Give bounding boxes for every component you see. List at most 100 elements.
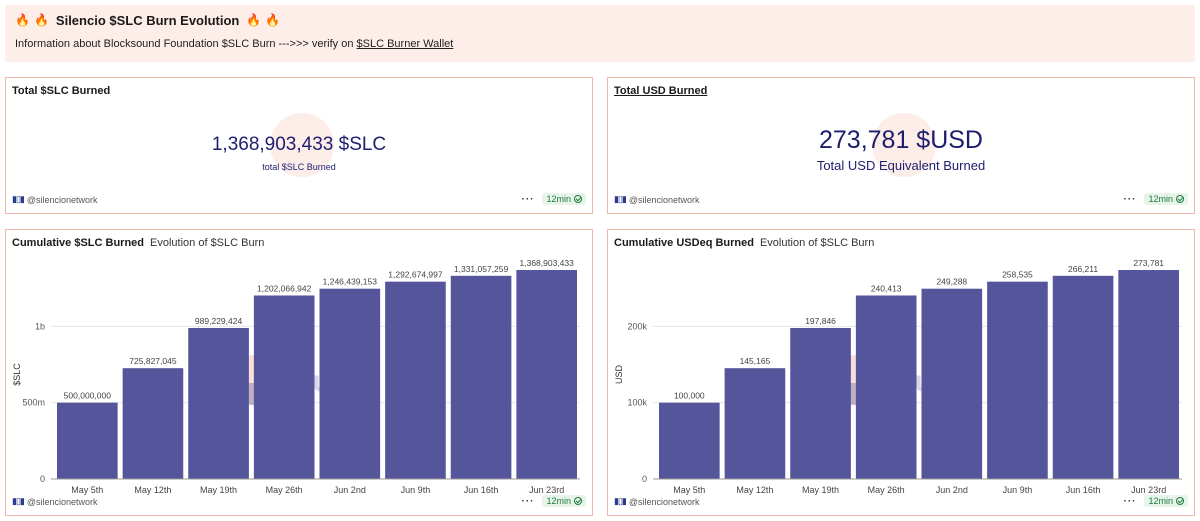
bar — [253, 295, 315, 479]
bar-value-label: 1,292,674,997 — [388, 270, 443, 280]
dune-logo-icon: ▮▯▮ — [12, 496, 25, 506]
dune-logo-icon: ▮▯▮ — [12, 194, 25, 204]
x-tick-label: May 5th — [71, 485, 103, 495]
x-tick-label: Jun 9th — [1003, 485, 1033, 495]
panel-footer: ▮▯▮ @silencionetwork ··· 12min — [614, 193, 1188, 207]
x-tick-label: May 5th — [673, 485, 705, 495]
more-options-icon[interactable]: ··· — [521, 193, 535, 205]
dashboard-header: 🔥 🔥 Silencio $SLC Burn Evolution 🔥 🔥 Inf… — [5, 5, 1195, 62]
y-tick-label: 500m — [22, 398, 45, 408]
bar — [987, 281, 1048, 479]
x-tick-label: Jun 2nd — [334, 485, 366, 495]
burner-wallet-link[interactable]: $SLC Burner Wallet — [356, 38, 454, 50]
y-axis-label: $SLC — [12, 363, 22, 386]
panel-title[interactable]: Total USD Burned — [614, 85, 708, 97]
bar — [319, 288, 381, 479]
y-tick-label: 100k — [627, 398, 647, 408]
x-tick-label: Jun 23rd — [1131, 485, 1166, 495]
refresh-badge[interactable]: 12min — [1144, 193, 1188, 205]
refresh-badge[interactable]: 12min — [542, 193, 586, 205]
bar — [921, 288, 983, 479]
counter-label: Total USD Equivalent Burned — [816, 158, 986, 173]
bar-value-label: 100,000 — [674, 391, 705, 401]
fire-icon: 🔥 — [33, 13, 49, 27]
bar — [790, 327, 851, 479]
more-options-icon[interactable]: ··· — [1123, 495, 1137, 507]
bar — [188, 327, 249, 479]
x-tick-label: Jun 2nd — [936, 485, 968, 495]
refresh-badge[interactable]: 12min — [542, 495, 586, 507]
counter-label: total $SLC Burned — [262, 162, 336, 172]
bar-value-label: 249,288 — [936, 277, 967, 287]
y-axis-label: USD — [614, 365, 624, 385]
x-tick-label: Jun 23rd — [529, 485, 564, 495]
bar-value-label: 1,368,903,433 — [520, 258, 575, 268]
bar-value-label: 266,211 — [1068, 264, 1098, 274]
fire-icon: 🔥 — [246, 13, 262, 27]
usd-counter-panel: Total USD Burned 273,781 $USD Total USD … — [607, 77, 1195, 214]
author[interactable]: ▮▯▮ @silencionetwork — [614, 496, 700, 507]
bar-value-label: 1,246,439,153 — [323, 277, 378, 287]
y-tick-label: 0 — [40, 474, 45, 484]
counter-value: 273,781 $USD — [818, 126, 983, 154]
info-text: Information about Blocksound Foundation … — [15, 38, 354, 50]
bar-value-label: 500,000,000 — [64, 391, 112, 401]
bar — [450, 275, 512, 479]
y-tick-label: 0 — [642, 474, 647, 484]
bar-value-label: 1,202,066,942 — [257, 283, 312, 293]
author[interactable]: ▮▯▮ @silencionetwork — [12, 496, 98, 507]
bar-value-label: 273,781 — [1133, 258, 1164, 268]
fire-icon: 🔥 — [15, 13, 30, 27]
bar — [385, 281, 446, 479]
panel-footer: ▮▯▮ @silencionetwork ··· 12min — [12, 495, 586, 509]
x-tick-label: May 19th — [200, 485, 237, 495]
bar — [1118, 270, 1179, 479]
bar-value-label: 240,413 — [871, 283, 902, 293]
bar-value-label: 145,165 — [740, 356, 771, 366]
dashboard-title: 🔥 🔥 Silencio $SLC Burn Evolution 🔥 🔥 — [15, 11, 1185, 29]
check-icon — [574, 497, 582, 505]
slc-counter-panel: Total $SLC Burned 1,368,903,433 $SLC tot… — [5, 77, 593, 214]
y-tick-label: 1b — [35, 321, 45, 331]
bar — [724, 368, 786, 479]
dune-logo-icon: ▮▯▮ — [614, 496, 627, 506]
x-tick-label: Jun 9th — [401, 485, 431, 495]
counter-value: 1,368,903,433 $SLC — [211, 134, 387, 155]
dashboard-info: Information about Blocksound Foundation … — [15, 38, 1185, 50]
bar — [1052, 275, 1114, 479]
fire-icon: 🔥 — [265, 13, 281, 27]
bar-value-label: 989,229,424 — [195, 316, 243, 326]
x-tick-label: May 26th — [868, 485, 905, 495]
panel-footer: ▮▯▮ @silencionetwork ··· 12min — [12, 193, 586, 207]
panel-title[interactable]: Cumulative USDeq Burned Evolution of $SLC… — [614, 237, 875, 249]
author[interactable]: ▮▯▮ @silencionetwork — [12, 194, 98, 205]
x-tick-label: Jun 16th — [464, 485, 499, 495]
refresh-badge[interactable]: 12min — [1144, 495, 1188, 507]
dune-logo-icon: ▮▯▮ — [614, 194, 627, 204]
bar — [122, 368, 184, 479]
y-tick-label: 200k — [627, 321, 647, 331]
check-icon — [574, 195, 582, 203]
bar-value-label: 197,846 — [805, 316, 836, 326]
x-tick-label: May 26th — [266, 485, 303, 495]
panel-title[interactable]: Total $SLC Burned — [12, 85, 111, 97]
bar — [855, 295, 917, 479]
author[interactable]: ▮▯▮ @silencionetwork — [614, 194, 700, 205]
check-icon — [1176, 497, 1184, 505]
panel-title[interactable]: Cumulative $SLC Burned Evolution of $SLC … — [12, 237, 265, 249]
check-icon — [1176, 195, 1184, 203]
bar — [659, 402, 720, 479]
bar-value-label: 725,827,045 — [129, 356, 177, 366]
dune-watermark-icon — [872, 113, 936, 177]
more-options-icon[interactable]: ··· — [521, 495, 535, 507]
bar — [57, 402, 118, 479]
panel-footer: ▮▯▮ @silencionetwork ··· 12min — [614, 495, 1188, 509]
more-options-icon[interactable]: ··· — [1123, 193, 1137, 205]
bar-value-label: 258,535 — [1002, 270, 1033, 280]
x-tick-label: May 12th — [134, 485, 171, 495]
x-tick-label: May 19th — [802, 485, 839, 495]
